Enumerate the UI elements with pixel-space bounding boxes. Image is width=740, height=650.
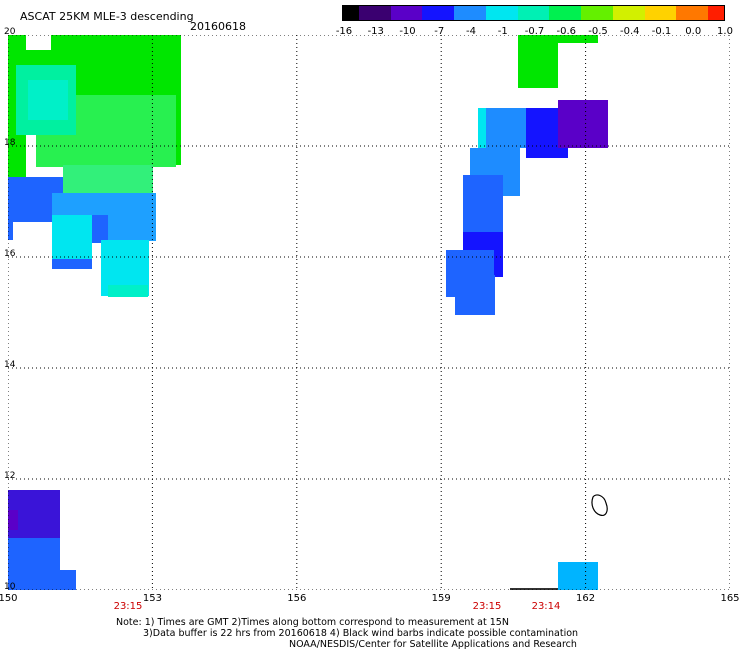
longitude-label: 162 bbox=[576, 593, 596, 604]
map-plot bbox=[8, 35, 730, 590]
colorbar-segment bbox=[485, 6, 518, 20]
colorbar-label: -0.5 bbox=[588, 26, 608, 37]
swath-cell bbox=[63, 165, 153, 195]
colorbar-label: 0.0 bbox=[685, 26, 702, 37]
colorbar-label: -16 bbox=[335, 26, 353, 37]
colorbar-label: -4 bbox=[466, 26, 476, 37]
swath-cell bbox=[8, 510, 18, 530]
colorbar bbox=[342, 5, 725, 21]
data-swath-southwest bbox=[8, 490, 76, 590]
swath-cell bbox=[478, 108, 528, 148]
latitude-label: 18 bbox=[4, 138, 16, 148]
longitude-label: 165 bbox=[720, 593, 740, 604]
colorbar-segment bbox=[581, 6, 613, 20]
colorbar-segment bbox=[358, 6, 391, 20]
footnote-line-3: NOAA/NESDIS/Center for Satellite Applica… bbox=[289, 639, 577, 650]
colorbar-label: -13 bbox=[367, 26, 384, 37]
footnote-line-2: 3)Data buffer is 22 hrs from 20160618 4)… bbox=[143, 628, 579, 639]
colorbar-label: -1 bbox=[497, 26, 508, 37]
colorbar-segment bbox=[422, 6, 455, 20]
footnote-line-1: Note: 1) Times are GMT 2)Times along bot… bbox=[116, 617, 509, 628]
swath-cell bbox=[92, 215, 108, 243]
colorbar-segment bbox=[612, 6, 645, 20]
colorbar-segment bbox=[517, 6, 550, 20]
swath-cell bbox=[108, 285, 148, 297]
swath-cell bbox=[478, 108, 486, 148]
colorbar-segment bbox=[644, 6, 677, 20]
colorbar-segment bbox=[676, 6, 709, 20]
longitude-label: 159 bbox=[431, 593, 451, 604]
colorbar-segment bbox=[343, 6, 359, 20]
swath-cell bbox=[36, 570, 76, 590]
colorbar-label: -7 bbox=[434, 26, 445, 37]
swath-cell bbox=[28, 80, 68, 120]
data-swath-east bbox=[446, 35, 608, 315]
contamination-contour bbox=[591, 494, 608, 516]
swath-cell bbox=[510, 588, 558, 590]
colorbar-segment bbox=[708, 6, 724, 20]
colorbar-label: 1.0 bbox=[717, 26, 733, 37]
swath-cell bbox=[8, 222, 13, 240]
graticule bbox=[8, 35, 730, 590]
data-swath-west bbox=[8, 35, 181, 297]
swath-cell bbox=[558, 562, 598, 590]
colorbar-label: -0.6 bbox=[556, 26, 577, 37]
swath-cell bbox=[52, 259, 92, 269]
latitude-label: 14 bbox=[4, 360, 16, 370]
swath-cell bbox=[558, 100, 608, 148]
swath-cell bbox=[518, 35, 598, 43]
latitude-label: 20 bbox=[4, 27, 16, 37]
colorbar-segment bbox=[390, 6, 423, 20]
map-title: ASCAT 25KM MLE-3 descending bbox=[20, 10, 194, 23]
longitude-label: 150 bbox=[0, 593, 18, 604]
swath-cell bbox=[8, 538, 60, 570]
longitude-label: 156 bbox=[287, 593, 307, 604]
colorbar-label: -0.7 bbox=[524, 26, 545, 37]
latitude-label: 16 bbox=[4, 249, 16, 259]
pass-time-label: 23:15 bbox=[113, 601, 143, 612]
swath-cell bbox=[8, 570, 36, 590]
pass-time-label: 23:15 bbox=[472, 601, 502, 612]
colorbar-label: -0.4 bbox=[619, 26, 640, 37]
swath-cell bbox=[463, 175, 503, 235]
map-date: 20160618 bbox=[190, 20, 246, 33]
swath-cell bbox=[455, 275, 495, 315]
colorbar-segment bbox=[549, 6, 582, 20]
swath-cell bbox=[518, 43, 558, 88]
data-swath-southeast bbox=[510, 562, 598, 590]
latitude-label: 10 bbox=[4, 582, 16, 592]
colorbar-label: -0.1 bbox=[651, 26, 672, 37]
colorbar-segment bbox=[454, 6, 486, 20]
pass-time-label: 23:14 bbox=[531, 601, 561, 612]
colorbar-label: -10 bbox=[399, 26, 416, 37]
longitude-label: 153 bbox=[142, 593, 162, 604]
swath-cell bbox=[52, 215, 92, 259]
latitude-label: 12 bbox=[4, 471, 16, 481]
